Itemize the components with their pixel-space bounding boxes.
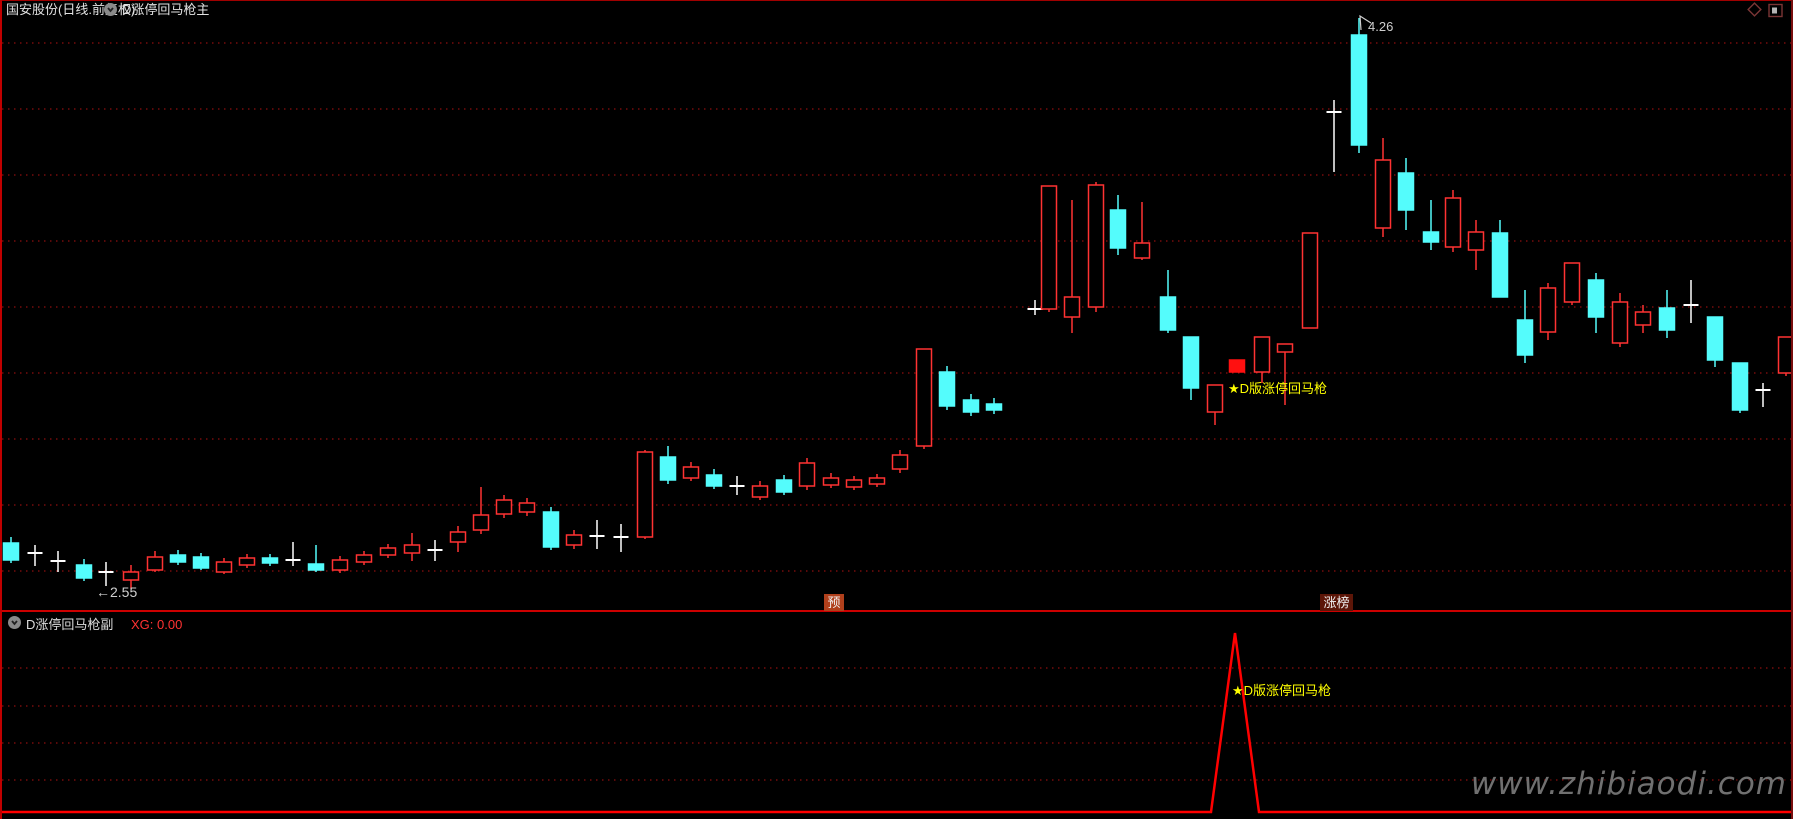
candle-body [122,571,140,581]
candle-body [238,557,256,566]
candle-body [403,544,421,554]
sub-indicator-value: XG: 0.00 [131,617,183,632]
candle-body [261,557,279,564]
candle-body [146,556,164,571]
candle-body [1777,336,1793,374]
panel-icon[interactable] [1768,3,1783,18]
event-tag-pre[interactable]: 预 [824,594,844,611]
diamond-icon[interactable] [1747,2,1762,17]
sub-indicator-name[interactable]: D涨停回马枪副 [26,617,114,632]
candle-body [1444,197,1462,248]
main-indicator-title[interactable]: D涨停回马枪主 [122,2,210,17]
candle-body [868,477,886,485]
candle-body [1087,184,1105,308]
candle-body [1350,34,1368,146]
candle-body [192,556,210,569]
candle-body [1063,296,1081,318]
candle-body [1516,319,1534,356]
candle-body [1040,185,1058,310]
window-border-top [0,0,1793,1]
candle-body [1658,307,1676,331]
title-bar: 国安股份(日线.前复权) D涨停回马枪主 [0,0,1793,19]
candle-body [215,561,233,573]
chevron-down-icon[interactable] [104,3,117,16]
candle-body [1253,336,1271,373]
candle-body [751,485,769,498]
candle-body [1301,232,1319,329]
candle-body [75,564,93,579]
candle-body [1587,279,1605,318]
candle-body [891,454,909,470]
candle-body [775,479,793,493]
candle-body [1706,316,1724,361]
candle-body [355,554,373,563]
sub-panel-chevron-down-icon[interactable] [8,616,21,629]
candle-body [169,554,187,563]
event-tag-zhangbang[interactable]: 涨榜 [1320,594,1353,611]
low-price-label: ←2.55 [96,584,138,600]
signal-annotation-sub: ★D版涨停回马枪 [1232,683,1332,698]
candle-body [682,466,700,479]
candle-body [659,456,677,481]
candle-body [1133,242,1151,259]
candle-body [1182,336,1200,389]
high-annotation-arrow [1359,14,1372,31]
candle-body [705,474,723,487]
candle-body [331,559,349,571]
candle-body [307,563,325,571]
titlebar-corner-icons [1745,2,1785,18]
candle-body [1422,231,1440,243]
candle-body [1374,159,1392,229]
candle-body [1539,287,1557,333]
candle-body [1563,262,1581,303]
candle-body [1634,311,1652,326]
candle-body [985,403,1003,411]
candle-body [1109,209,1127,249]
candle-body [1467,231,1485,251]
window-border-right [1791,0,1793,819]
candle-body [1731,362,1749,411]
indicator-spike-line [0,632,1793,814]
candle-body [1206,384,1224,413]
panel-icon-inner [1772,7,1777,14]
candle-body [449,531,467,543]
candle-body [2,542,20,561]
candle-body [1397,172,1415,211]
candle-body [915,348,933,447]
watermark: www.zhibiaodi.com [1470,766,1787,802]
candle-body [472,514,490,531]
candle-body [636,451,654,538]
candle-body [845,479,863,488]
candle-body [379,547,397,556]
candle-body [542,511,560,548]
candle-body [565,534,583,546]
candle-body [798,462,816,487]
signal-annotation-main: ★D版涨停回马枪 [1228,381,1328,396]
high-price-label: 4.26 [1368,19,1394,34]
candle-body [822,477,840,486]
candle-body [1611,301,1629,344]
candle-body [938,371,956,407]
candle-body [518,502,536,513]
signal-candle-body [1228,359,1246,373]
candle-body [1491,232,1509,298]
stock-title: 国安股份(日线.前复权) [6,2,136,17]
candle-body [1276,343,1294,353]
candle-body [1159,296,1177,331]
candle-body [495,499,513,515]
window-border-left [0,0,2,819]
sub-panel-header: D涨停回马枪副 XG: 0.00 [26,614,182,633]
candle-body [962,399,980,413]
